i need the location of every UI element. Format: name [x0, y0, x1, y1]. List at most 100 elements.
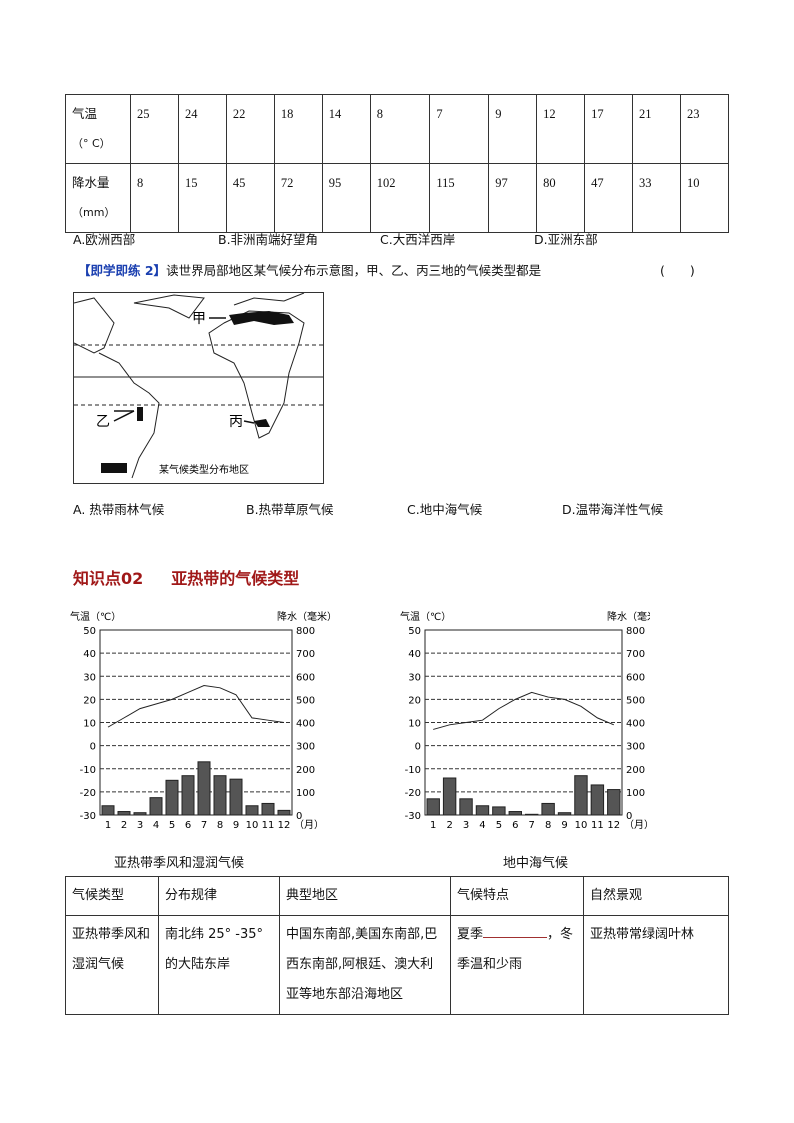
- temperature-line: [107, 684, 285, 728]
- table-cell: 23: [679, 94, 730, 164]
- month-tick: 7: [201, 820, 207, 831]
- precip-tick: 100: [296, 788, 315, 799]
- temp-tick: 40: [408, 649, 421, 660]
- precip-bar: [181, 775, 195, 816]
- month-tick: 5: [496, 820, 502, 831]
- temp-tick: -10: [80, 765, 96, 776]
- temp-tick: 0: [90, 742, 96, 753]
- question-2: 【即学即练 2】读世界局部地区某气候分布示意图，甲、乙、丙三地的气候类型都是: [78, 260, 541, 279]
- precip-tick: 600: [296, 672, 315, 683]
- precip-bar: [229, 778, 243, 816]
- precip-tick: 500: [626, 695, 645, 706]
- temperature-line: [433, 691, 614, 730]
- precip-bar: [475, 805, 490, 816]
- table-cell: 10: [679, 163, 730, 233]
- cell-regions: 中国东南部,美国东南部,巴西东南部,阿根廷、澳大利亚等地东部沿海地区: [279, 915, 451, 1015]
- header-cell: 气候类型: [65, 876, 159, 916]
- table-cell: 17: [584, 94, 634, 164]
- table-cell: 22: [225, 94, 275, 164]
- month-tick: 9: [233, 820, 239, 831]
- temp-tick: 40: [83, 649, 96, 660]
- y-axis-left-label: 气温（℃）: [400, 610, 451, 623]
- table-cell: 102: [369, 163, 431, 233]
- header-cell: 气候特点: [450, 876, 584, 916]
- month-tick: 4: [153, 820, 159, 831]
- temp-tick: -30: [405, 811, 421, 822]
- table-row: 气温 （° C） 25 24 22 18 14 8 7 9 12 17 21 23: [65, 94, 730, 164]
- month-tick: 7: [529, 820, 535, 831]
- month-tick: 2: [121, 820, 127, 831]
- table-cell: 115: [429, 163, 490, 233]
- precip-tick: 200: [626, 765, 645, 776]
- option-d[interactable]: D.亚洲东部: [534, 232, 598, 247]
- section-heading: 知识点02 亚热带的气候类型: [73, 569, 300, 588]
- precip-bar: [165, 779, 179, 816]
- climate-chart-mediterranean: 气温（℃）降水（毫米）50800407003060020500104000300…: [400, 610, 650, 831]
- table-cell: 45: [225, 163, 275, 233]
- precip-bar: [133, 812, 147, 816]
- option-c[interactable]: C.大西洋西岸: [380, 232, 456, 247]
- month-tick: 3: [137, 820, 143, 831]
- precip-bar: [149, 797, 163, 816]
- precip-bar: [197, 761, 211, 816]
- month-tick: 10: [246, 820, 259, 831]
- option-b[interactable]: B.热带草原气候: [246, 502, 334, 517]
- month-tick: 4: [479, 820, 485, 831]
- precip-bar: [213, 775, 227, 816]
- world-map-figure: 甲 乙 丙 某气候类型分布地区: [73, 292, 324, 484]
- month-tick: 2: [446, 820, 452, 831]
- temp-tick: 10: [83, 719, 96, 730]
- precip-bar: [277, 809, 291, 816]
- option-a[interactable]: A.欧洲西部: [73, 232, 136, 247]
- precip-bar: [574, 775, 588, 816]
- option-d[interactable]: D.温带海洋性气候: [562, 502, 664, 517]
- precip-tick: 300: [626, 742, 645, 753]
- option-c[interactable]: C.地中海气候: [407, 502, 483, 517]
- precip-tick: 700: [296, 649, 315, 660]
- precip-tick: 400: [626, 719, 645, 730]
- header-cell: 典型地区: [279, 876, 451, 916]
- table-cell: 95: [321, 163, 371, 233]
- precip-bar: [426, 798, 440, 816]
- month-tick: 11: [262, 820, 275, 831]
- precip-tick: 0: [296, 811, 302, 822]
- x-axis-label: （月）: [624, 819, 650, 831]
- question-text: 读世界局部地区某气候分布示意图，甲、乙、丙三地的气候类型都是: [166, 263, 542, 278]
- month-tick: 1: [430, 820, 436, 831]
- month-tick: 10: [575, 820, 588, 831]
- precip-tick: 200: [296, 765, 315, 776]
- cell-distribution: 南北纬 25° -35° 的大陆东岸: [158, 915, 280, 1015]
- precip-bar: [541, 802, 555, 816]
- month-tick: 6: [185, 820, 191, 831]
- climate-summary-table: 气候类型 分布规律 典型地区 气候特点 自然景观 亚热带季风和湿润气候 南北纬 …: [65, 876, 729, 1015]
- precip-bar: [492, 806, 506, 816]
- y-axis-left-label: 气温（℃）: [70, 610, 121, 623]
- fill-blank[interactable]: [483, 923, 548, 938]
- x-axis-label: （月）: [294, 819, 324, 831]
- temp-tick: -10: [405, 765, 421, 776]
- precip-bar: [590, 784, 605, 816]
- temp-tick: 20: [408, 695, 421, 706]
- precip-tick: 800: [626, 626, 645, 637]
- month-tick: 12: [278, 820, 291, 831]
- precip-bar: [557, 812, 572, 816]
- table-cell: 14: [321, 94, 371, 164]
- month-tick: 8: [545, 820, 551, 831]
- y-axis-right-label: 降水（毫米）: [607, 610, 650, 623]
- precip-bar: [261, 802, 275, 816]
- temp-tick: 30: [83, 672, 96, 683]
- table-cell: 21: [632, 94, 681, 164]
- month-tick: 1: [105, 820, 111, 831]
- precip-tick: 800: [296, 626, 315, 637]
- chart-caption: 地中海气候: [503, 856, 569, 871]
- precip-bar: [245, 805, 259, 816]
- precip-tick: 300: [296, 742, 315, 753]
- option-b[interactable]: B.非洲南端好望角: [218, 232, 319, 247]
- label-jia: 甲: [192, 311, 206, 327]
- y-axis-right-label: 降水（毫米）: [277, 610, 337, 623]
- month-tick: 9: [561, 820, 567, 831]
- temp-tick: -20: [80, 788, 96, 799]
- precip-tick: 400: [296, 719, 315, 730]
- option-a[interactable]: A. 热带雨林气候: [73, 502, 165, 517]
